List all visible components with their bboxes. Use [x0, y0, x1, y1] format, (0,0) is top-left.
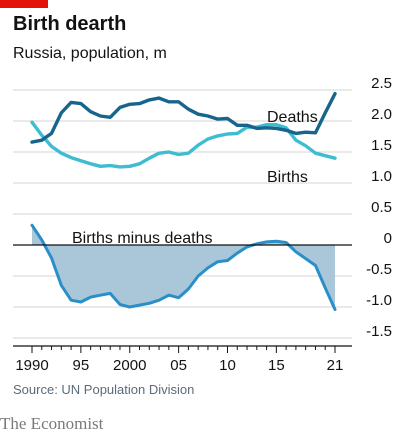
y-tick-label: -1.5	[366, 323, 392, 340]
brand-logo-text: The Economist	[0, 414, 104, 433]
y-tick-label: 2.5	[371, 75, 392, 92]
difference-line	[30, 223, 337, 311]
y-tick-label: 2.0	[371, 106, 392, 123]
y-axis-tick-labels: 2.5 2.0 1.5 1.0 0.5 0 -0.5 -1.0 -1.5	[366, 75, 392, 340]
chart-title: Birth dearth	[13, 13, 126, 35]
source-note: Source: UN Population Division	[13, 382, 194, 397]
x-tick-label: 05	[170, 357, 187, 374]
x-tick-label: 95	[73, 357, 90, 374]
x-tick-label: 1990	[15, 357, 48, 374]
series-label-births: Births	[267, 169, 308, 186]
y-tick-label: -1.0	[366, 292, 392, 309]
y-tick-label: 1.5	[371, 137, 392, 154]
x-tick-label: 21	[327, 357, 344, 374]
chart-subtitle: Russia, population, m	[13, 45, 167, 62]
y-tick-label: 0.5	[371, 199, 392, 216]
y-tick-label: -0.5	[366, 261, 392, 278]
deaths-line	[30, 92, 337, 144]
series-label-births-minus-deaths: Births minus deaths	[72, 230, 213, 247]
x-axis-tick-labels: 1990 95 2000 05 10 15 21	[15, 357, 343, 374]
y-tick-label: 1.0	[371, 168, 392, 185]
x-tick-label: 10	[219, 357, 236, 374]
y-tick-label: 0	[384, 230, 392, 247]
series-label-deaths: Deaths	[267, 109, 318, 126]
x-axis	[13, 345, 352, 353]
gridlines	[13, 89, 352, 339]
births-minus-deaths-area	[13, 223, 352, 311]
births-line	[30, 120, 337, 169]
difference-area-fill	[32, 225, 335, 310]
x-tick-label: 2000	[113, 357, 146, 374]
x-tick-label: 15	[268, 357, 285, 374]
lines-layer	[30, 92, 337, 169]
brand-accent-bar	[0, 0, 48, 8]
